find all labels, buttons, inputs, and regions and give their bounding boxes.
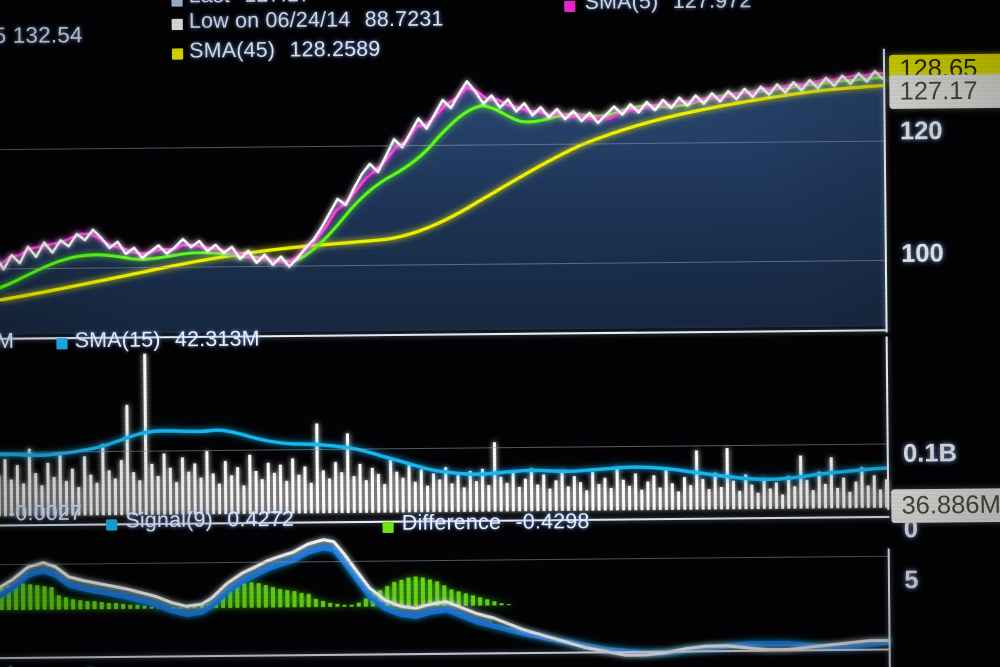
price-area-fill [0,71,886,335]
legend-marker-low [171,18,183,31]
legend-signal: Signal(9) 0.4272 [125,507,295,533]
legend-sma5: SMA(5) 127.972 [584,0,752,14]
volume-value-flag[interactable]: 36.886M [891,488,1000,524]
price-chart-svg [0,70,886,335]
legend-marker-difference [382,521,394,534]
price-axis-label-100: 100 [900,238,944,268]
volume-sma-line [0,428,889,482]
legend-last: Last 127.17 [189,0,312,9]
legend-marker-sma5 [564,0,576,13]
volume-axis-label-0-1B: 0.1B [902,438,958,468]
macd-line [0,538,891,657]
macd-signal-line [0,545,892,656]
price-line [0,70,884,271]
price-panel [0,48,888,335]
price-axis-label-120: 120 [899,116,943,146]
legend-volume-sma15: SMA(15) 42.313M [74,327,260,353]
clipped-volume-text: 6M [0,329,15,354]
macd-chart-svg [0,538,892,657]
clipped-price-text-top: 15 132.54 [0,21,83,49]
legend-marker-sma45 [171,48,184,60]
legend-marker-volume-sma15 [56,338,68,350]
macd-panel [0,519,1000,667]
macd-axis-label-5: 5 [904,565,919,595]
volume-chart-svg [0,353,889,517]
legend-sma45: SMA(45) 128.2589 [189,37,381,63]
legend-marker-signal [106,519,118,531]
volume-bars [0,353,889,517]
legend-low: Low on 06/24/14 88.7231 [188,7,444,34]
volume-panel [0,335,1000,528]
date-axis-label-aug: Aug [3,663,42,667]
legend-macd-value: -0.0027 [7,501,83,526]
legend-marker-last [171,0,183,7]
legend-difference: Difference -0.4298 [401,509,590,535]
last-price-flag[interactable]: 127.17 [889,74,1000,109]
